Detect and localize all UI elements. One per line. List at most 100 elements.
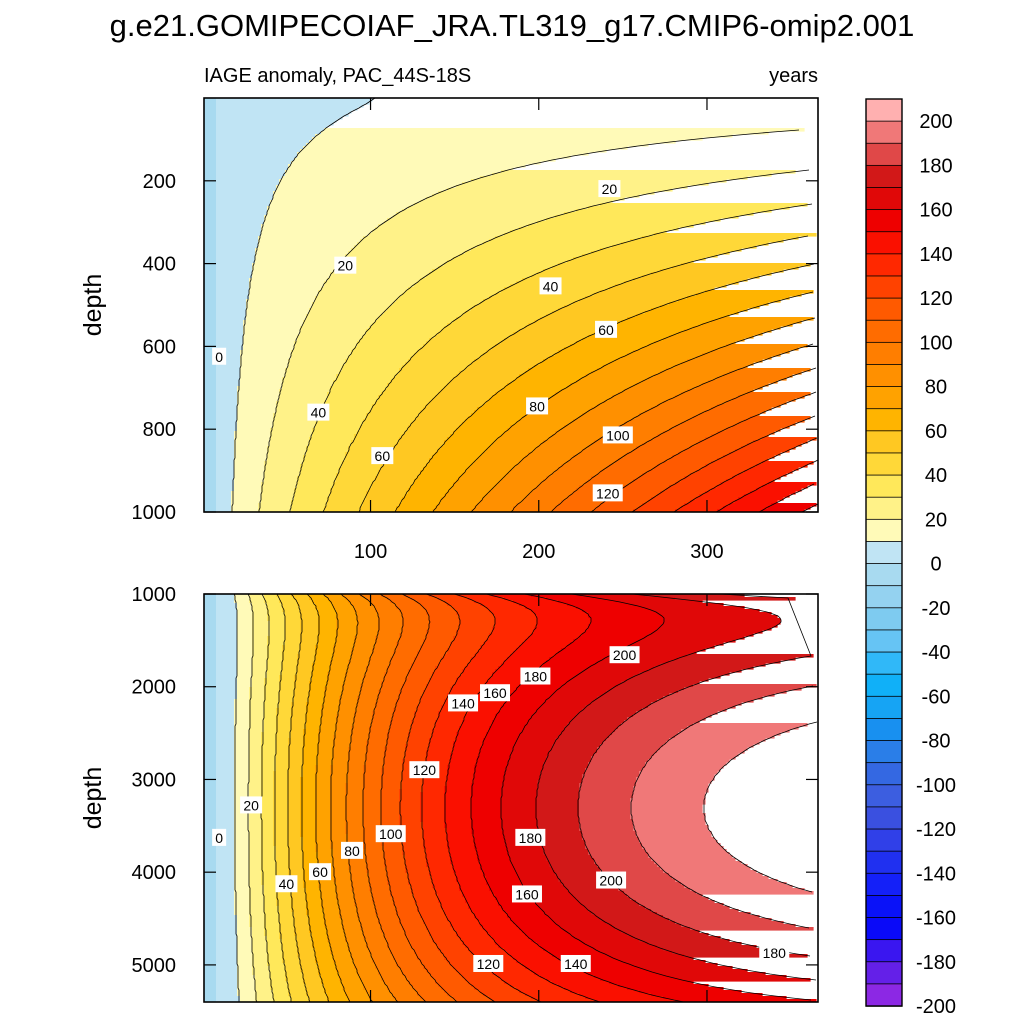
lower-contour-fill-cell — [291, 906, 307, 910]
lower-contour-fill-cell — [291, 735, 304, 739]
upper-contour-fill-cell — [216, 266, 253, 270]
upper-contour-label-text: 60 — [375, 448, 391, 464]
lower-contour-fill-cell — [408, 879, 433, 883]
upper-contour-fill-cell — [216, 155, 298, 159]
lower-contour-fill-cell — [237, 954, 253, 958]
upper-contour-fill-cell — [291, 509, 325, 512]
upper-contour-fill-cell — [303, 455, 346, 459]
upper-contour-fill-cell — [726, 344, 808, 348]
lower-contour-fill-cell — [288, 990, 307, 994]
lower-contour-fill-cell — [399, 918, 424, 922]
lower-contour-fill-cell — [264, 711, 277, 715]
lower-contour-fill-cell — [369, 732, 388, 736]
upper-contour-fill-cell — [762, 437, 817, 441]
lower-contour-fill-cell — [642, 846, 724, 850]
upper-contour-fill-cell — [345, 455, 388, 459]
lower-contour-fill-cell — [288, 846, 304, 850]
lower-contour-fill-cell — [414, 717, 439, 721]
lower-contour-fill-cell — [204, 987, 217, 991]
lower-contour-fill-cell — [405, 867, 430, 871]
upper-contour-fill-cell — [423, 344, 496, 348]
lower-contour-fill-cell — [288, 738, 304, 742]
lower-contour-fill-cell — [204, 687, 217, 691]
lower-contour-fill-cell — [267, 609, 283, 613]
lower-contour-fill-cell — [483, 927, 520, 931]
lower-contour-fill-cell — [252, 645, 268, 649]
upper-contour-fill-cell — [414, 203, 601, 207]
upper-contour-fill-cell — [456, 479, 502, 483]
upper-contour-fill-cell — [660, 305, 760, 309]
upper-contour-label-0: 0 — [212, 347, 227, 365]
upper-contour-fill-cell — [204, 338, 217, 342]
upper-contour-fill-cell — [363, 503, 400, 507]
lower-contour-fill-cell — [459, 618, 496, 622]
lower-contour-fill-cell — [414, 951, 442, 955]
upper-contour-fill-cell — [282, 386, 331, 390]
upper-contour-fill-cell — [216, 119, 337, 123]
lower-contour-fill-cell — [378, 696, 400, 700]
lower-contour-fill-cell — [471, 783, 502, 787]
lower-contour-fill-cell — [216, 774, 235, 778]
lower-contour-fill-cell — [402, 687, 427, 691]
lower-contour-fill-cell — [450, 690, 481, 694]
colorbar-swatch — [865, 651, 903, 675]
lower-contour-fill-cell — [447, 780, 475, 784]
upper-contour-fill-cell — [402, 500, 442, 504]
lower-contour-fill-cell — [444, 954, 475, 958]
colorbar-swatch — [865, 297, 903, 321]
lower-contour-fill-cell — [288, 747, 304, 751]
lower-contour-fill-cell — [348, 834, 364, 838]
lower-contour-fill-cell — [315, 786, 331, 790]
lower-contour-fill-cell — [681, 882, 787, 886]
lower-contour-label-bg — [511, 885, 542, 903]
lower-contour-fill-cell — [204, 909, 217, 913]
upper-contour-fill-cell — [204, 464, 217, 468]
lower-contour-fill-cell — [249, 696, 265, 700]
upper-contour-fill-cell — [297, 476, 337, 480]
upper-contour-fill-cell — [639, 413, 700, 417]
lower-contour-fill-cell — [339, 903, 355, 907]
lower-contour-fill-cell — [267, 654, 283, 658]
upper-contour-fill-cell — [312, 305, 391, 309]
lower-contour-fill-cell — [249, 756, 262, 760]
upper-contour-fill-cell — [324, 284, 415, 288]
upper-contour-fill-cell — [624, 422, 682, 426]
lower-contour-fill-cell — [363, 801, 382, 805]
lower-contour-fill-cell — [267, 606, 283, 610]
lower-contour-fill-cell — [681, 924, 796, 928]
lower-contour-fill-cell — [204, 762, 217, 766]
upper-contour-fill-cell — [471, 413, 526, 417]
lower-contour-fill-cell — [414, 657, 442, 661]
lower-y-tick-label: 5000 — [132, 955, 177, 977]
lower-contour-fill-cell — [240, 999, 256, 1002]
colorbar-swatch — [865, 983, 903, 1007]
lower-contour-fill-cell — [429, 627, 460, 631]
lower-contour-fill-cell — [405, 855, 427, 859]
lower-contour-labels: 0204060801001201401601802001802001601401… — [212, 646, 790, 972]
upper-contour-fill-cell — [204, 404, 217, 408]
lower-contour-fill-cell — [627, 987, 724, 991]
lower-contour-fill-cell — [426, 684, 454, 688]
lower-contour-label-bg — [275, 875, 298, 893]
lower-contour-fill-cell — [333, 648, 352, 652]
lower-contour-fill-cell — [663, 621, 781, 625]
lower-contour-fill-cell — [315, 789, 331, 793]
lower-contour-fill-cell — [402, 759, 427, 763]
lower-contour-fill-cell — [591, 618, 664, 622]
upper-contour-fill-cell — [204, 104, 217, 108]
upper-contour-fill-cell — [555, 431, 610, 435]
upper-contour-label-bg — [371, 447, 394, 465]
lower-contour-fill-cell — [273, 786, 289, 790]
upper-contour-fill-cell — [237, 428, 271, 432]
lower-contour-fill-cell — [237, 666, 253, 670]
lower-contour-fill-cell — [252, 954, 268, 958]
lower-contour-fill-cell — [327, 681, 346, 685]
lower-contour-fill-cell — [303, 768, 316, 772]
lower-contour-fill-cell — [324, 918, 343, 922]
lower-contour-fill-cell — [393, 954, 418, 958]
colorbar-swatch — [865, 275, 903, 299]
upper-contour-label-4: 40 — [539, 277, 562, 295]
upper-contour-fill-cell — [423, 467, 469, 471]
upper-contour-fill-cell — [624, 485, 670, 489]
lower-contour-fill-cell — [321, 894, 337, 898]
